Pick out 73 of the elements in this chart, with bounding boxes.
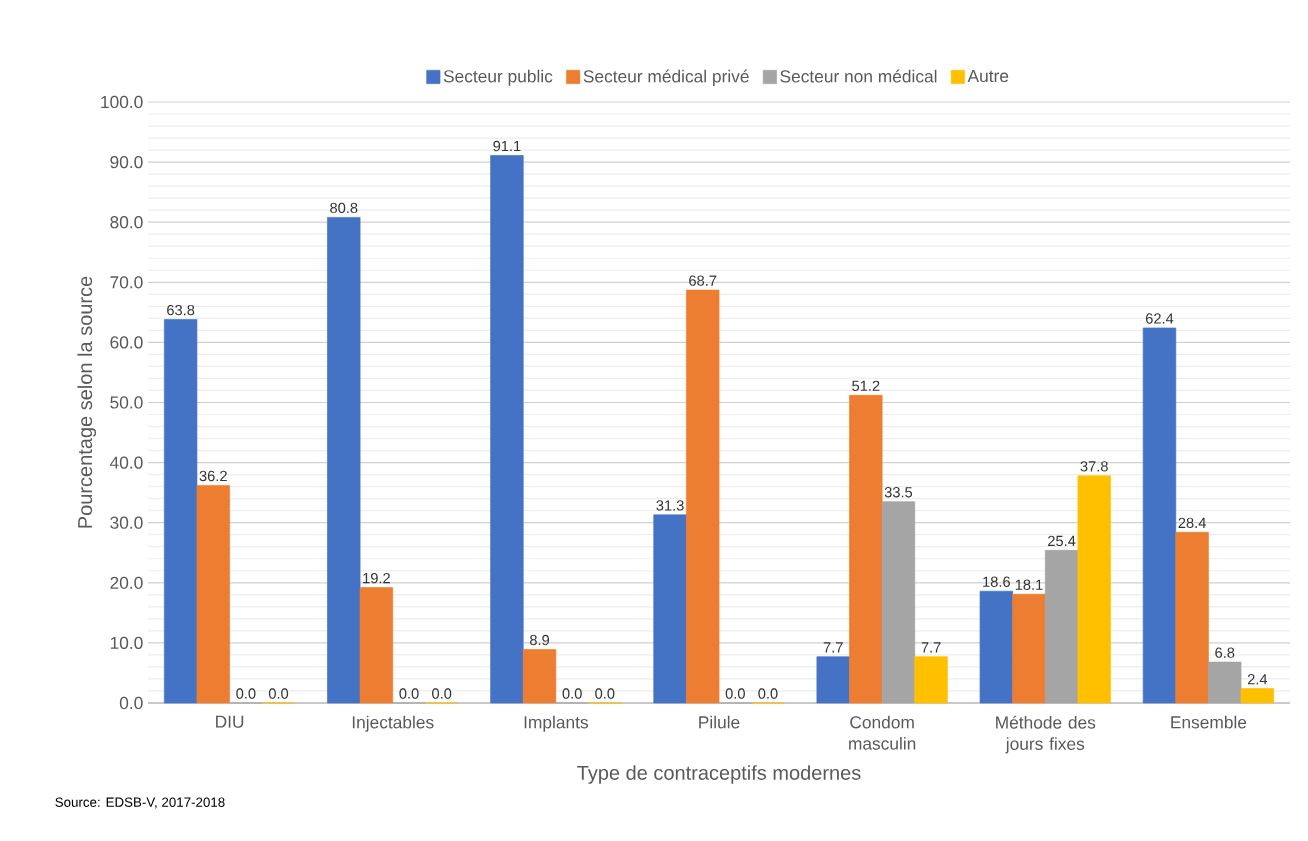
x-axis-title: Type de contraceptifs modernes <box>577 765 861 784</box>
data-label: 91.1 <box>493 140 521 152</box>
data-label: 7.7 <box>921 642 941 653</box>
x-tick-label: Méthode des jours fixes <box>996 715 1096 754</box>
data-label: 37.8 <box>1080 461 1108 472</box>
data-label: 80.8 <box>330 202 358 214</box>
bar <box>1044 549 1079 704</box>
x-tick-label: Condom masculin <box>849 715 916 750</box>
data-label: 2.4 <box>1247 674 1268 685</box>
bar <box>1142 327 1177 704</box>
bar <box>327 217 361 704</box>
y-tick-label: 20.0 <box>110 576 143 589</box>
y-tick-label: 90.0 <box>110 155 143 169</box>
data-label: 0.0 <box>758 688 778 699</box>
data-label: 25.4 <box>1048 535 1076 547</box>
y-tick-label: 70.0 <box>110 276 143 289</box>
bar <box>1208 661 1242 704</box>
data-label: 18.1 <box>1015 579 1043 590</box>
data-label: 19.2 <box>363 572 390 584</box>
data-label: 62.4 <box>1145 313 1174 324</box>
x-tick-label: Implants <box>524 715 588 732</box>
data-label: 7.7 <box>823 642 843 653</box>
source-note: Source: EDSB-V, 2017-2018 <box>55 797 225 809</box>
y-tick-label: 80.0 <box>110 216 143 229</box>
y-tick-label: 10.0 <box>110 636 143 650</box>
bar <box>1175 531 1209 704</box>
data-label: 0.0 <box>268 688 289 699</box>
data-label: 18.6 <box>983 576 1010 587</box>
bar <box>522 649 557 704</box>
x-tick-label: Pilule <box>699 715 740 729</box>
bar <box>1240 688 1275 704</box>
y-tick-label: 0.0 <box>119 696 143 710</box>
bar <box>196 485 230 704</box>
x-tick-label: Ensemble <box>1171 715 1247 729</box>
x-tick-label: DIU <box>216 715 244 728</box>
data-label: 36.2 <box>199 470 227 482</box>
bar <box>1012 593 1046 704</box>
legend-label: Secteur non médical <box>780 69 937 83</box>
y-tick-label: 40.0 <box>109 456 143 469</box>
y-axis-title: Pourcentage selon la source <box>77 276 97 528</box>
data-label: 8.9 <box>529 634 550 646</box>
bar <box>914 656 948 704</box>
data-label: 0.0 <box>562 688 582 699</box>
y-tick-label: 100.0 <box>101 95 143 109</box>
data-label: 0.0 <box>725 688 745 699</box>
bar <box>881 501 916 704</box>
bar <box>359 587 394 704</box>
data-label: 68.7 <box>689 275 717 286</box>
bar <box>163 319 198 704</box>
data-label: 0.0 <box>595 688 615 699</box>
data-label: 0.0 <box>236 688 256 699</box>
bar <box>816 656 850 704</box>
data-label: 51.2 <box>852 380 880 392</box>
bar <box>849 394 883 704</box>
data-label: 33.5 <box>884 487 913 498</box>
y-tick-label: 30.0 <box>110 516 143 529</box>
y-tick-label: 60.0 <box>110 336 143 349</box>
data-label: 0.0 <box>399 688 419 699</box>
data-label: 31.3 <box>656 500 684 511</box>
bar <box>490 155 524 704</box>
bar <box>979 590 1013 704</box>
bar <box>686 289 720 704</box>
data-label: 28.4 <box>1178 517 1206 529</box>
legend-label: Autre <box>967 70 1009 83</box>
data-label: 0.0 <box>432 688 452 699</box>
bar <box>653 514 687 704</box>
legend-label: Secteur médical privé <box>583 69 749 86</box>
data-label: 63.8 <box>167 304 195 316</box>
y-tick-label: 50.0 <box>110 396 143 409</box>
data-label: 6.8 <box>1215 647 1235 658</box>
x-tick-label: Injectables <box>352 715 434 732</box>
legend-label: Secteur public <box>443 69 553 86</box>
bar <box>1077 475 1111 704</box>
